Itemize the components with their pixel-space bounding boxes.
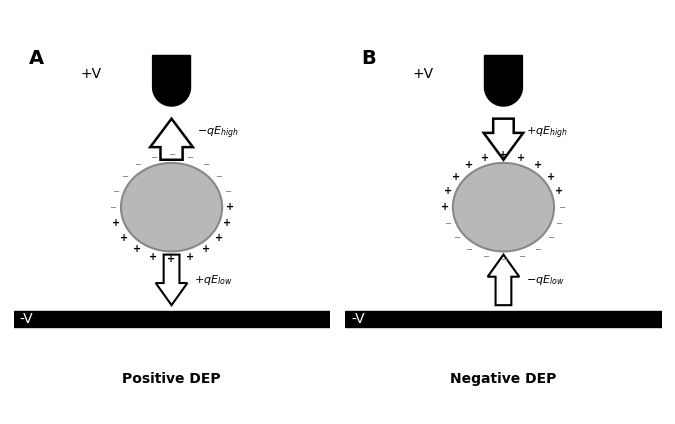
Polygon shape xyxy=(153,56,190,106)
Text: +: + xyxy=(223,218,232,228)
Text: −: − xyxy=(215,172,222,181)
Text: −: − xyxy=(186,153,193,162)
Text: +: + xyxy=(547,172,555,181)
Text: −: − xyxy=(150,153,157,162)
Text: +: + xyxy=(133,244,141,254)
Text: Positive DEP: Positive DEP xyxy=(122,371,221,385)
Text: −: − xyxy=(109,203,117,212)
Text: −: − xyxy=(558,203,566,212)
Text: B: B xyxy=(361,49,376,68)
Text: +: + xyxy=(518,153,526,162)
Ellipse shape xyxy=(453,163,554,251)
Text: −: − xyxy=(223,187,231,195)
Text: -V: -V xyxy=(352,312,365,326)
Text: −: − xyxy=(168,151,175,159)
Text: +: + xyxy=(215,233,223,243)
Text: −: − xyxy=(121,172,128,181)
Polygon shape xyxy=(487,254,519,305)
Text: −: − xyxy=(444,219,452,228)
Text: +V: +V xyxy=(81,67,102,81)
Text: +: + xyxy=(120,233,128,243)
Text: +: + xyxy=(149,252,157,262)
Text: −: − xyxy=(535,245,541,254)
Text: +: + xyxy=(500,150,508,160)
Text: −: − xyxy=(134,161,140,170)
Ellipse shape xyxy=(121,163,222,251)
Text: +: + xyxy=(452,172,460,181)
Text: +: + xyxy=(202,244,210,254)
Text: A: A xyxy=(29,49,45,68)
Polygon shape xyxy=(484,119,523,160)
Text: −: − xyxy=(500,255,507,264)
Text: Negative DEP: Negative DEP xyxy=(450,371,557,385)
Text: −: − xyxy=(202,161,209,170)
Polygon shape xyxy=(485,56,522,106)
Text: $+qE_{low}$: $+qE_{low}$ xyxy=(194,273,232,287)
Text: +V: +V xyxy=(413,67,434,81)
Text: −: − xyxy=(466,245,472,254)
Text: +: + xyxy=(226,202,234,212)
Text: +: + xyxy=(534,160,542,170)
Text: −: − xyxy=(113,187,119,195)
Text: −: − xyxy=(518,252,525,261)
Text: $-qE_{low}$: $-qE_{low}$ xyxy=(526,273,564,287)
Text: +: + xyxy=(186,252,194,262)
Text: $+qE_{high}$: $+qE_{high}$ xyxy=(526,125,568,141)
Text: -V: -V xyxy=(20,312,34,326)
Text: +: + xyxy=(465,160,473,170)
Text: +: + xyxy=(167,254,176,264)
Bar xyxy=(346,312,662,327)
Polygon shape xyxy=(151,119,193,160)
Text: −: − xyxy=(547,233,554,243)
Polygon shape xyxy=(156,254,188,305)
Text: −: − xyxy=(482,252,489,261)
Text: +: + xyxy=(481,153,489,162)
Text: +: + xyxy=(112,218,120,228)
Text: −: − xyxy=(556,219,562,228)
Text: +: + xyxy=(443,186,452,196)
Text: +: + xyxy=(441,202,449,212)
Bar xyxy=(14,312,329,327)
Text: +: + xyxy=(555,186,563,196)
Text: $-qE_{high}$: $-qE_{high}$ xyxy=(197,125,239,141)
Text: −: − xyxy=(453,233,460,243)
